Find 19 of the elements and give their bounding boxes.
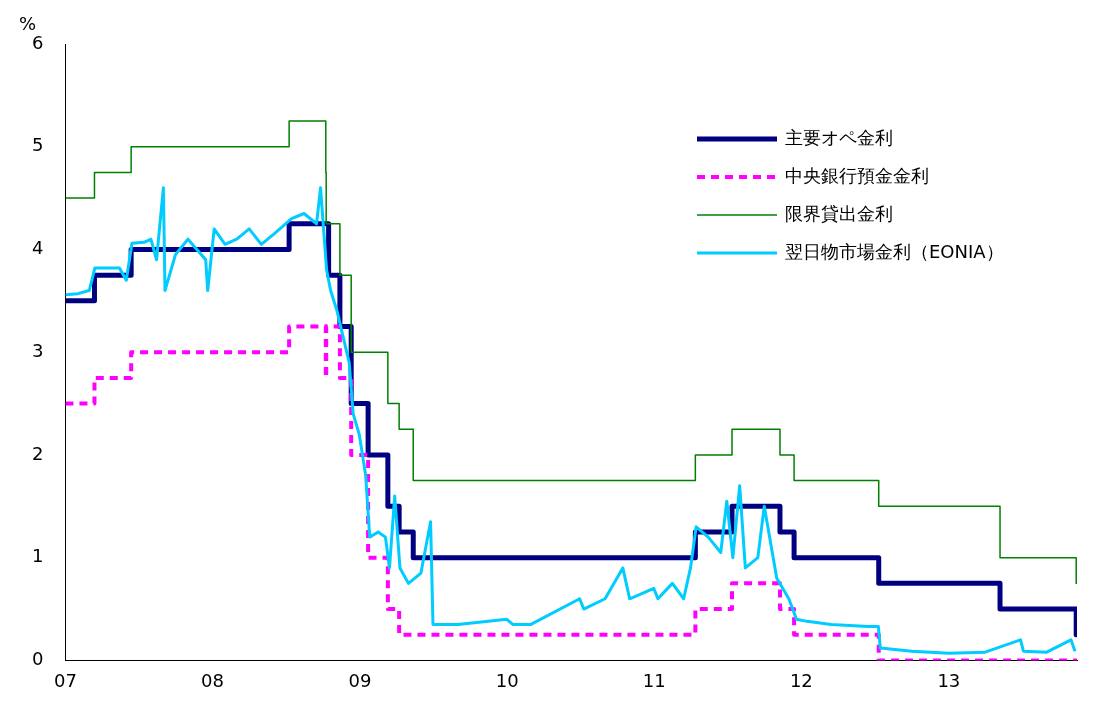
- legend-label: 限界貸出金利: [785, 202, 893, 224]
- x-tick-label: 13: [937, 669, 961, 691]
- y-tick-label: 4: [32, 237, 44, 259]
- x-tick-label: 09: [348, 669, 372, 691]
- y-tick-label: 1: [32, 545, 44, 567]
- y-axis-title: %: [18, 13, 37, 34]
- x-tick-label: 12: [789, 669, 813, 691]
- x-tick-label: 08: [201, 669, 224, 691]
- y-tick-label: 3: [32, 339, 44, 361]
- y-tick-label: 5: [32, 134, 44, 156]
- legend-label: 主要オペ金利: [785, 126, 893, 148]
- x-tick-label: 10: [495, 669, 519, 691]
- y-tick-label: 2: [32, 442, 44, 464]
- legend-label: 中央銀行預金金利: [785, 164, 929, 186]
- y-tick-label: 6: [32, 31, 44, 53]
- x-tick-label: 07: [54, 669, 77, 691]
- x-tick-label: 11: [642, 669, 666, 691]
- legend-label: 翌日物市場金利（EONIA）: [785, 240, 1004, 262]
- y-tick-label: 0: [32, 648, 44, 670]
